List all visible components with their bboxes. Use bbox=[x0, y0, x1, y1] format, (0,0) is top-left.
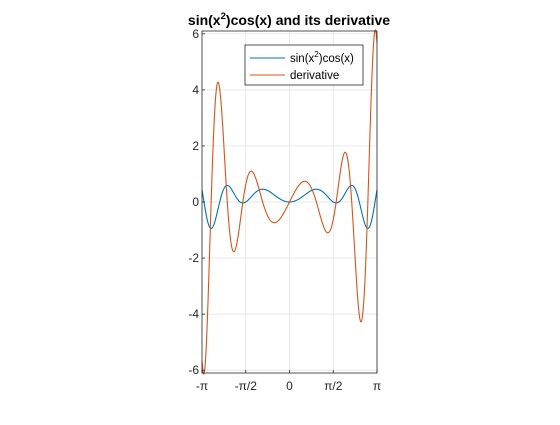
tick-marks bbox=[201, 33, 378, 373]
chart-title: sin(x2)cos(x) and its derivative bbox=[188, 11, 390, 28]
grid-lines bbox=[201, 31, 378, 373]
series-group bbox=[201, 29, 378, 375]
legend-label-series-1-pre: sin(x bbox=[290, 53, 315, 65]
y-tick-label: 2 bbox=[192, 139, 199, 153]
x-tick-labels: -π -π/2 0 π/2 π bbox=[196, 379, 381, 393]
x-tick-label: π bbox=[373, 379, 381, 393]
legend-label-series-1: sin(x2)cos(x) bbox=[290, 50, 354, 65]
chart-title-pre: sin(x bbox=[188, 12, 221, 28]
y-tick-label: 4 bbox=[192, 83, 199, 97]
chart-title-sup: 2 bbox=[221, 11, 226, 22]
x-tick-label: -π bbox=[196, 379, 208, 393]
legend-box bbox=[244, 44, 364, 86]
chart-title-post: )cos(x) and its derivative bbox=[226, 12, 390, 28]
legend: sin(x2)cos(x) derivative bbox=[244, 44, 364, 86]
legend-label-series-1-sup: 2 bbox=[314, 50, 319, 59]
x-tick-label: 0 bbox=[286, 379, 293, 393]
y-tick-label: 0 bbox=[192, 195, 199, 209]
legend-label-series-1-post: )cos(x) bbox=[319, 53, 354, 65]
y-tick-labels: -6 -4 -2 0 2 4 6 bbox=[188, 27, 199, 377]
x-tick-label: π/2 bbox=[324, 379, 343, 393]
series-line-2 bbox=[201, 29, 378, 375]
y-tick-label: -4 bbox=[188, 307, 199, 321]
legend-label-series-2: derivative bbox=[290, 70, 339, 82]
y-tick-label: 6 bbox=[192, 27, 199, 41]
x-tick-label: -π/2 bbox=[235, 379, 258, 393]
y-tick-label: -6 bbox=[188, 363, 199, 377]
y-tick-label: -2 bbox=[188, 251, 199, 265]
